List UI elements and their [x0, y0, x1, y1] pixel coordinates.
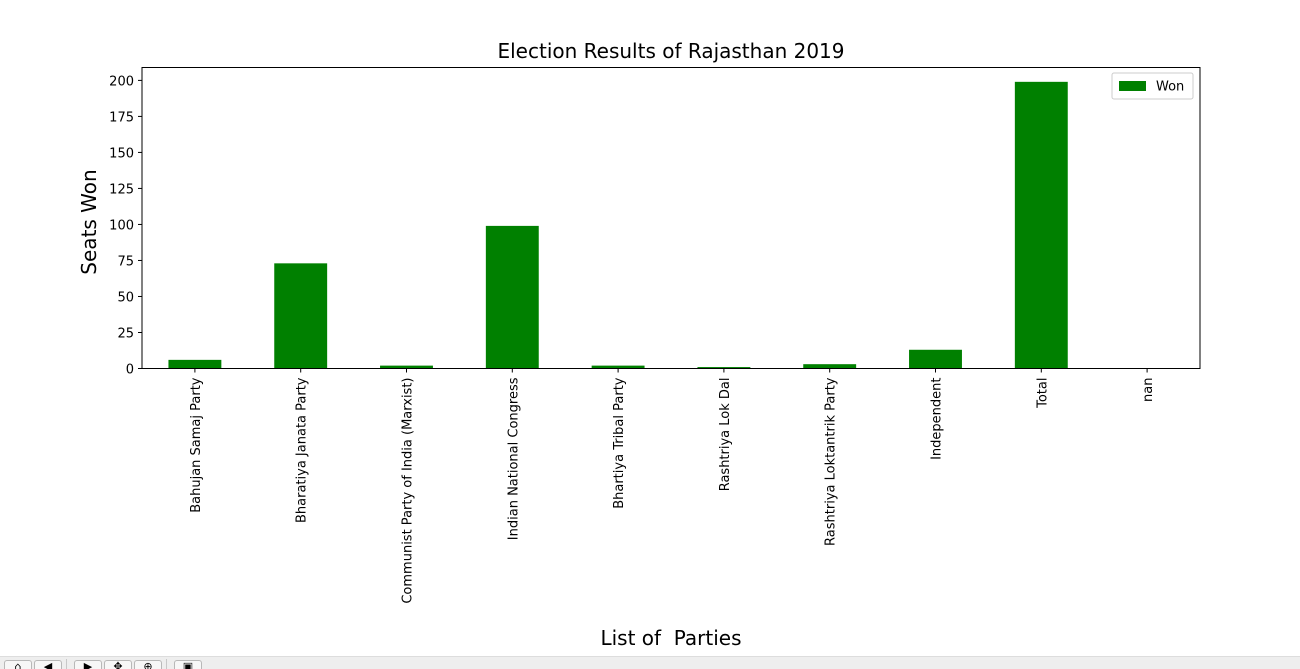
legend-swatch — [1119, 81, 1146, 91]
x-tick-label: Total — [1035, 378, 1050, 409]
bar — [380, 365, 433, 369]
legend: Won — [1111, 72, 1194, 100]
y-tick-label: 0 — [126, 363, 134, 378]
bar — [591, 365, 645, 369]
toolbar-separator — [166, 659, 167, 669]
axes-frame — [141, 67, 1201, 369]
back-icon[interactable]: ◀ — [34, 660, 62, 669]
y-axis-label: Seats Won — [77, 169, 101, 274]
x-tick-label: Indian National Congress — [506, 377, 521, 540]
toolbar-separator — [66, 659, 67, 669]
y-tick-label: 75 — [117, 254, 134, 269]
bar — [485, 225, 539, 369]
x-tick-label: Bharatiya Janata Party — [295, 377, 310, 523]
y-tick-label: 200 — [109, 74, 134, 89]
x-tick-label: Bahujan Samaj Party — [189, 377, 204, 513]
navigation-toolbar: ⌂ ◀ ▶ ✥ ⊕ ▣ — [0, 656, 1300, 669]
y-tick-label: 25 — [117, 326, 134, 341]
y-tick-label: 175 — [109, 110, 134, 125]
x-tick-label: Rashtriya Lok Dal — [718, 378, 733, 492]
bar — [1014, 81, 1068, 369]
x-tick-label: Bhartiya Tribal Party — [612, 377, 627, 509]
x-tick-label: nan — [1141, 378, 1156, 402]
y-tick-label: 125 — [109, 182, 134, 197]
bar — [274, 263, 328, 369]
x-tick-label: Communist Party of India (Marxist) — [401, 378, 416, 604]
y-tick-label: 100 — [109, 218, 134, 233]
save-icon[interactable]: ▣ — [174, 660, 202, 669]
legend-label: Won — [1156, 80, 1184, 95]
bar — [168, 359, 222, 369]
y-tick-label: 50 — [117, 290, 134, 305]
pan-icon[interactable]: ✥ — [104, 660, 132, 669]
chart-title: Election Results of Rajasthan 2019 — [497, 39, 844, 63]
home-icon[interactable]: ⌂ — [4, 660, 32, 669]
forward-icon[interactable]: ▶ — [74, 660, 102, 669]
zoom-icon[interactable]: ⊕ — [134, 660, 162, 669]
bar — [909, 349, 962, 369]
legend-box — [1111, 72, 1194, 100]
x-tick-label: Independent — [930, 378, 945, 460]
x-axis-label: List of Parties — [600, 626, 741, 650]
bar — [803, 364, 857, 369]
x-tick-label: Rashtriya Loktantrik Party — [824, 377, 839, 546]
bar — [697, 367, 751, 369]
y-tick-label: 150 — [109, 146, 134, 161]
